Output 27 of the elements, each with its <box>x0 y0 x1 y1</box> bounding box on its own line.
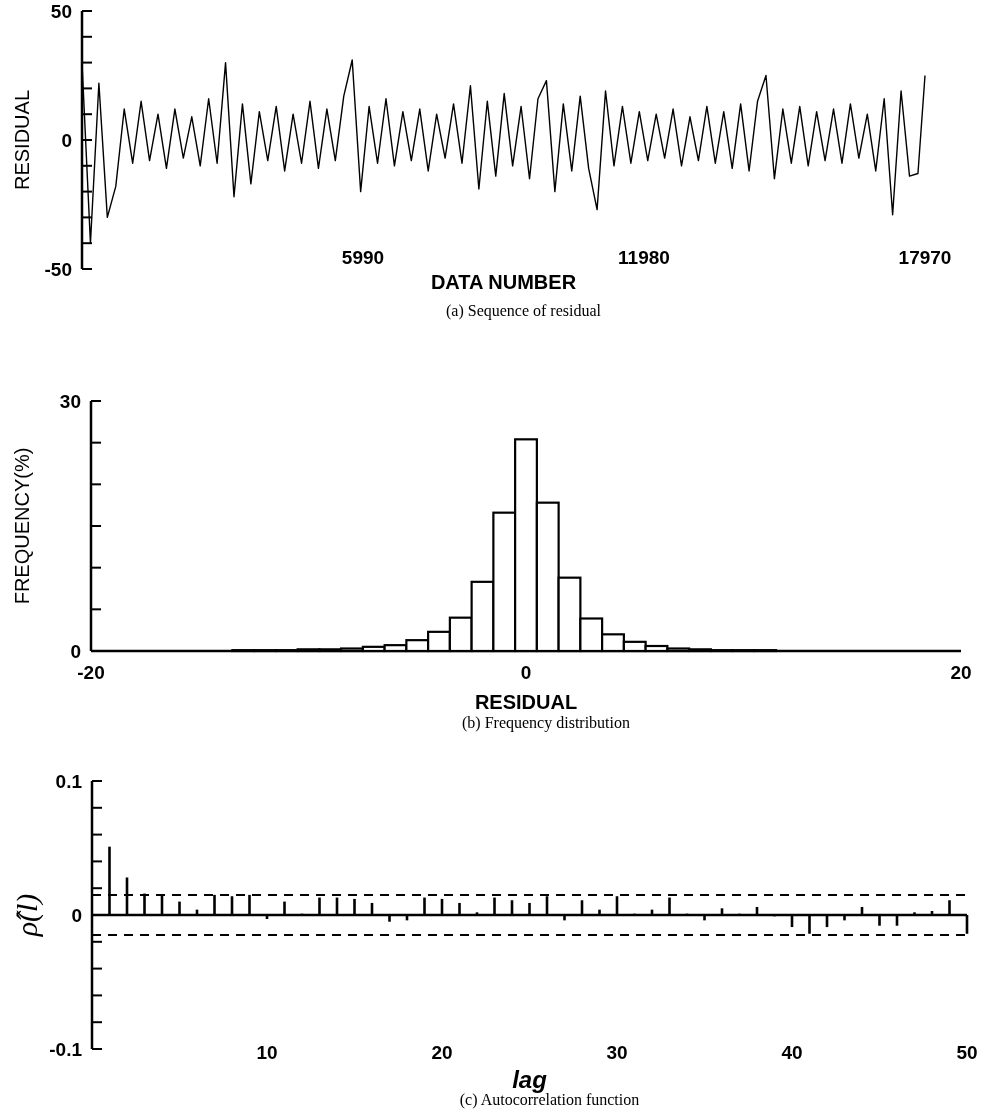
y-axis-title: RESIDUAL <box>11 89 33 191</box>
y-tick-label: 30 <box>59 390 81 412</box>
x-axis-title: lag <box>512 1066 548 1094</box>
x-axis-title: DATA NUMBER <box>430 271 577 293</box>
y-tick-label: 50 <box>50 0 72 22</box>
x-axis-title: RESIDUAL <box>474 691 578 713</box>
x-tick-label: 30 <box>606 1041 628 1063</box>
x-tick-label: -20 <box>77 661 105 683</box>
text: (a) Sequence of residual <box>445 302 602 320</box>
x-tick-label: 11980 <box>618 246 670 268</box>
y-tick-label: -50 <box>44 258 72 280</box>
x-tick-label: 17970 <box>898 246 952 268</box>
y-tick-label: -0.1 <box>49 1038 83 1060</box>
x-tick-label: 0 <box>520 661 532 683</box>
y-tick-label: 0.1 <box>55 770 83 792</box>
x-tick-label: 10 <box>256 1041 278 1063</box>
x-tick-label: 50 <box>956 1041 978 1063</box>
x-tick-label: 5990 <box>341 246 385 268</box>
x-tick-label: 40 <box>781 1041 803 1063</box>
y-axis-title: ρ̂(l) <box>9 893 44 938</box>
text: (b) Frequency distribution <box>462 714 630 732</box>
x-tick-label: 20 <box>950 661 972 683</box>
x-tick-label: 20 <box>431 1041 453 1063</box>
y-tick-label: 0 <box>71 904 82 926</box>
y-axis-title: FREQUENCY(%) <box>11 447 33 605</box>
y-tick-label: 0 <box>61 129 72 151</box>
y-tick-label: 0 <box>70 640 81 662</box>
